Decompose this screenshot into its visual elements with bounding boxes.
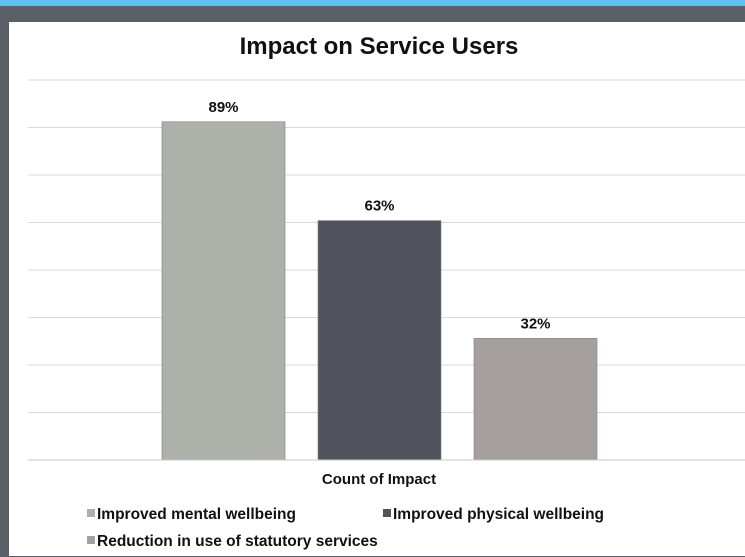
data-label: 89% bbox=[208, 99, 238, 116]
bar bbox=[161, 121, 286, 461]
legend-label: Improved mental wellbeing bbox=[97, 506, 296, 523]
bar bbox=[473, 338, 598, 461]
bar-chart: Impact on Service Users 89% 63% 32% Count … bbox=[28, 33, 745, 550]
legend-label: Improved physical wellbeing bbox=[393, 506, 604, 523]
bar bbox=[317, 220, 442, 461]
data-label: 32% bbox=[520, 315, 550, 332]
data-label: 63% bbox=[364, 198, 394, 215]
legend-swatch bbox=[383, 509, 391, 517]
legend-swatch bbox=[87, 536, 95, 544]
chart-frame: Impact on Service Users 89% 63% 32% Count … bbox=[0, 6, 745, 557]
legend: Improved mental wellbeing Improved physic… bbox=[87, 506, 604, 550]
chart-panel: Impact on Service Users 89% 63% 32% Count … bbox=[9, 22, 745, 556]
bars bbox=[161, 121, 598, 461]
x-axis-label: Count of Impact bbox=[322, 471, 436, 488]
legend-swatch bbox=[87, 509, 95, 517]
chart-title: Impact on Service Users bbox=[240, 33, 519, 60]
legend-label: Reduction in use of statutory services bbox=[97, 533, 378, 550]
data-labels: 89% 63% 32% bbox=[208, 99, 550, 333]
